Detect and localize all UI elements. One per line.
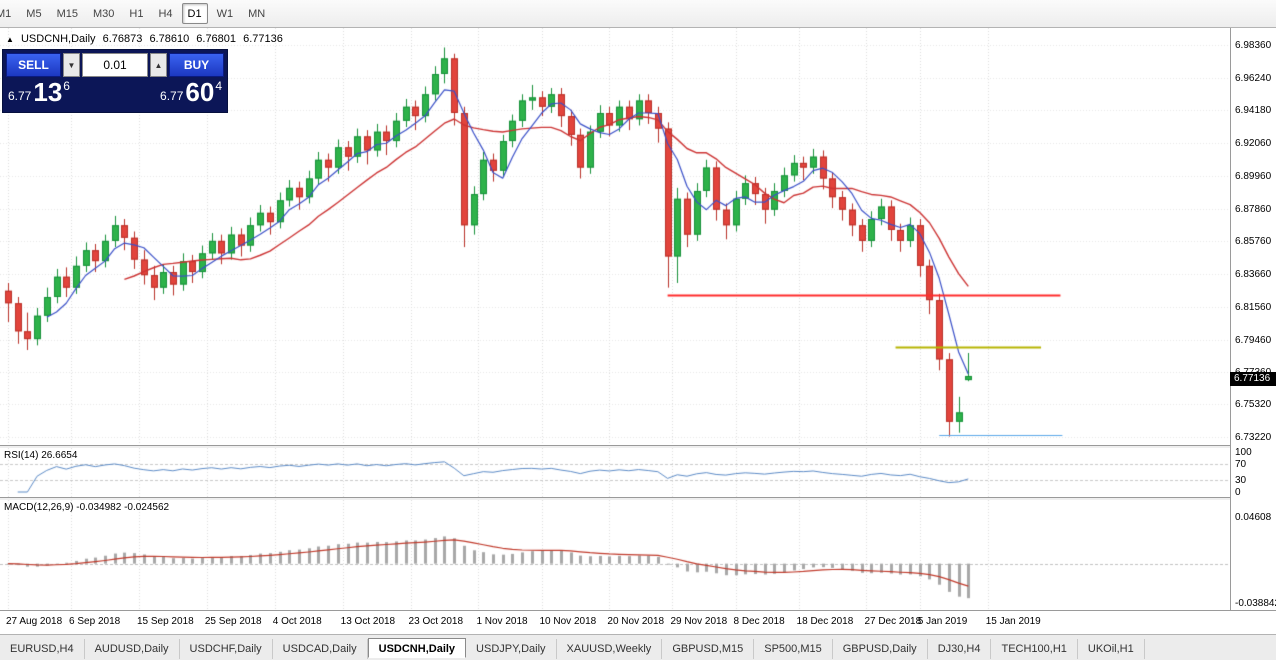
price-axis-tick: 6.83660 — [1235, 269, 1272, 281]
time-axis-label: 15 Jan 2019 — [985, 616, 1041, 627]
price-axis-tick: 6.89960 — [1235, 170, 1272, 182]
one-click-trading-panel: SELL ▼ ▲ BUY 6.77 13 6 6.77 60 4 — [2, 49, 228, 113]
rsi-indicator-label: RSI(14) 26.6654 — [4, 450, 78, 461]
price-axis-tick: 6.92060 — [1235, 138, 1272, 150]
sell-button[interactable]: SELL — [6, 53, 61, 77]
ohlc-low: 6.76801 — [196, 33, 237, 45]
time-axis-label: 4 Oct 2018 — [272, 616, 322, 627]
tab-usdjpy-daily[interactable]: USDJPY,Daily — [466, 639, 557, 659]
tab-gbpusd-daily[interactable]: GBPUSD,Daily — [833, 639, 928, 659]
time-axis[interactable]: 27 Aug 2018 6 Sep 2018 15 Sep 2018 25 Sep 2… — [0, 610, 1276, 634]
time-axis-label: 5 Jan 2019 — [917, 616, 968, 627]
rsi-axis-tick: 70 — [1235, 459, 1247, 470]
chart-tab-bar: EURUSD,H4 AUDUSD,Daily USDCHF,Daily USDCAD,… — [0, 634, 1276, 660]
chart-symbol-period: USDCNH,Daily — [20, 33, 96, 45]
time-axis-label: 27 Aug 2018 — [6, 616, 63, 627]
buy-button[interactable]: BUY — [169, 53, 224, 77]
timeframe-button-w1[interactable]: W1 — [211, 3, 240, 24]
ask-price-prefix: 6.77 — [160, 89, 184, 103]
rsi-axis-tick: 0 — [1235, 487, 1241, 498]
rsi-axis-tick: 30 — [1235, 475, 1247, 486]
lot-decrease-button[interactable]: ▼ — [63, 53, 80, 77]
lot-size-input[interactable] — [82, 53, 148, 77]
price-axis-tick: 6.81560 — [1235, 301, 1272, 313]
time-axis-label: 15 Sep 2018 — [136, 616, 194, 627]
time-axis-label: 23 Oct 2018 — [408, 616, 464, 627]
bid-price[interactable]: 6.77 13 6 — [8, 78, 70, 106]
ask-price-point: 4 — [215, 79, 222, 93]
tab-audusd-daily[interactable]: AUDUSD,Daily — [85, 639, 180, 659]
time-axis-label: 27 Dec 2018 — [864, 616, 922, 627]
time-axis-label: 29 Nov 2018 — [670, 616, 728, 627]
price-axis-tick: 6.75320 — [1235, 399, 1272, 411]
time-axis-label: 13 Oct 2018 — [340, 616, 396, 627]
timeframe-button-m30[interactable]: M30 — [87, 3, 120, 24]
current-price-badge: 6.77136 — [1230, 371, 1276, 386]
price-axis-tick: 6.79460 — [1235, 334, 1272, 346]
timeframe-button-h1[interactable]: H1 — [123, 3, 149, 24]
bid-price-point: 6 — [63, 79, 70, 93]
tab-tech100-h1[interactable]: TECH100,H1 — [991, 639, 1078, 659]
time-axis-label: 18 Dec 2018 — [796, 616, 854, 627]
tab-usdchf-daily[interactable]: USDCHF,Daily — [180, 639, 273, 659]
time-axis-label: 8 Dec 2018 — [733, 616, 785, 627]
ask-price[interactable]: 6.77 60 4 — [160, 78, 222, 106]
time-axis-label: 20 Nov 2018 — [607, 616, 665, 627]
timeframe-buttons: M1 M5 M15 M30 H1 H4 D1 W1 MN — [0, 3, 271, 24]
rsi-indicator-canvas[interactable] — [0, 448, 1232, 497]
arrow-down-icon: ▼ — [67, 60, 76, 70]
macd-axis-max: 0.04608 — [1235, 512, 1272, 523]
price-axis-tick: 6.73220 — [1235, 432, 1272, 444]
price-axis-tick: 6.96240 — [1235, 73, 1272, 85]
tab-sp500-m15[interactable]: SP500,M15 — [754, 639, 833, 659]
price-axis-tick: 6.94180 — [1235, 105, 1272, 117]
tab-gbpusd-m15[interactable]: GBPUSD,M15 — [662, 639, 755, 659]
timeframe-button-m5[interactable]: M5 — [20, 3, 47, 24]
tab-dj30-h4[interactable]: DJ30,H4 — [928, 639, 992, 659]
tab-ukoil-h1[interactable]: UKOil,H1 — [1078, 639, 1145, 659]
time-axis-label: 10 Nov 2018 — [539, 616, 597, 627]
ohlc-high: 6.78610 — [149, 33, 190, 45]
time-axis-label: 25 Sep 2018 — [204, 616, 262, 627]
price-axis-tick: 6.85760 — [1235, 236, 1272, 248]
timeframe-button-m15[interactable]: M15 — [51, 3, 84, 24]
rsi-axis-tick: 100 — [1235, 447, 1252, 458]
ohlc-open: 6.76873 — [102, 33, 143, 45]
price-axis-tick: 6.87860 — [1235, 203, 1272, 215]
macd-axis-min: -0.038842 — [1235, 598, 1276, 609]
direction-up-icon: ▲ — [6, 35, 14, 44]
timeframe-button-d1[interactable]: D1 — [181, 3, 208, 24]
time-axis-label: 1 Nov 2018 — [476, 616, 528, 627]
timeframe-toolbar: M1 M5 M15 M30 H1 H4 D1 W1 MN — [0, 0, 1276, 28]
price-axis[interactable]: 6.98360 6.96240 6.94180 6.92060 6.89960 6.878… — [1230, 28, 1276, 610]
tab-eurusd-h4[interactable]: EURUSD,H4 — [0, 639, 85, 659]
macd-indicator-canvas[interactable] — [0, 500, 1232, 610]
panel-splitter[interactable] — [0, 497, 1276, 500]
ohlc-close: 6.77136 — [243, 33, 283, 45]
time-axis-label: 6 Sep 2018 — [69, 616, 121, 627]
chart-ohlc-info: ▲ USDCNH,Daily 6.76873 6.78610 6.76801 6… — [6, 33, 287, 45]
tab-xauusd-weekly[interactable]: XAUUSD,Weekly — [557, 639, 663, 659]
tab-usdcad-daily[interactable]: USDCAD,Daily — [273, 639, 368, 659]
price-axis-tick: 6.98360 — [1235, 39, 1272, 51]
bid-price-pips: 13 — [33, 77, 63, 107]
arrow-up-icon: ▲ — [154, 60, 163, 70]
panel-splitter[interactable] — [0, 445, 1276, 448]
lot-increase-button[interactable]: ▲ — [150, 53, 167, 77]
bid-price-prefix: 6.77 — [8, 89, 32, 103]
timeframe-button-h4[interactable]: H4 — [152, 3, 178, 24]
macd-indicator-label: MACD(12,26,9) -0.034982 -0.024562 — [4, 502, 170, 513]
timeframe-button-m1[interactable]: M1 — [0, 3, 17, 24]
tab-usdcnh-daily[interactable]: USDCNH,Daily — [367, 638, 467, 658]
ask-price-pips: 60 — [185, 77, 215, 107]
timeframe-button-mn[interactable]: MN — [242, 3, 271, 24]
